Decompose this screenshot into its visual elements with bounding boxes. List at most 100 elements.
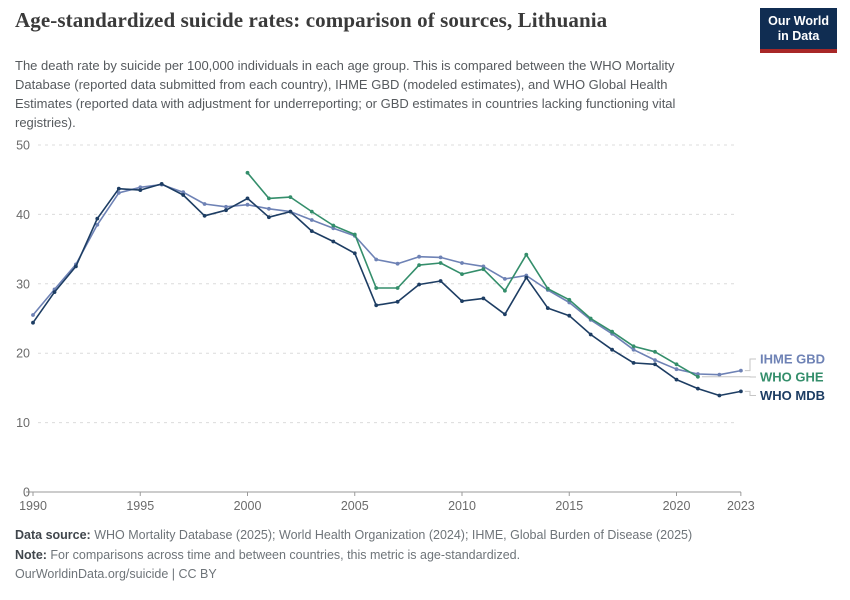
data-point-ihme-gbd-2007[interactable]	[395, 261, 400, 266]
data-point-who-mdb-2023[interactable]	[739, 389, 743, 394]
data-point-ihme-gbd-2018[interactable]	[631, 347, 636, 352]
data-point-ihme-gbd-2010[interactable]	[460, 261, 464, 265]
data-point-who-ghe-2008[interactable]	[417, 263, 421, 267]
data-point-who-mdb-1997[interactable]	[181, 193, 186, 197]
data-point-who-mdb-2018[interactable]	[631, 361, 636, 365]
data-point-ihme-gbd-1993[interactable]	[95, 222, 100, 227]
data-point-who-mdb-2008[interactable]	[417, 282, 421, 287]
data-point-who-mdb-2000[interactable]	[245, 196, 250, 201]
data-point-who-ghe-2021[interactable]	[696, 374, 700, 379]
chart-canvas[interactable]: 0 10 20 30 40 50 1990 1995 2000 2005 2010 2015 2020 2…	[0, 128, 850, 518]
data-point-who-ghe-2005[interactable]	[352, 232, 357, 237]
data-point-who-ghe-2003[interactable]	[309, 209, 314, 214]
data-point-who-mdb-2021[interactable]	[696, 386, 700, 391]
data-point-who-mdb-2015[interactable]	[567, 313, 572, 318]
data-point-ihme-gbd-2020[interactable]	[674, 367, 679, 372]
data-point-who-mdb-2017[interactable]	[610, 347, 614, 352]
data-point-who-ghe-2006[interactable]	[374, 286, 379, 290]
data-point-ihme-gbd-2006[interactable]	[374, 257, 379, 262]
series-line-who-ghe[interactable]	[246, 172, 699, 378]
data-point-ihme-gbd-1994[interactable]	[116, 191, 121, 195]
data-point-who-ghe-2014[interactable]	[545, 286, 550, 291]
data-point-who-mdb-2011[interactable]	[481, 296, 486, 301]
owid-logo-line2: in Data	[777, 29, 820, 43]
x-tick-label-2015: 2015	[555, 499, 583, 513]
legend-item-ihme-gbd[interactable]: IHME GBD	[760, 352, 825, 367]
series-who-mdb[interactable]	[31, 182, 743, 398]
data-point-ihme-gbd-2023[interactable]	[739, 368, 743, 373]
data-point-ihme-gbd-2021[interactable]	[696, 372, 700, 376]
x-tick-label-1995: 1995	[126, 499, 154, 513]
y-tick-label-20: 20	[16, 347, 30, 361]
data-point-who-mdb-1991[interactable]	[52, 290, 57, 294]
data-point-ihme-gbd-2019[interactable]	[653, 358, 657, 362]
legend-item-who-mdb[interactable]: WHO MDB	[760, 388, 825, 403]
data-point-who-mdb-1992[interactable]	[74, 264, 78, 269]
data-point-ihme-gbd-2011[interactable]	[481, 264, 486, 269]
data-point-who-ghe-2017[interactable]	[610, 329, 614, 334]
data-point-who-ghe-2012[interactable]	[503, 288, 507, 293]
data-point-ihme-gbd-2008[interactable]	[417, 254, 421, 259]
data-point-who-mdb-2004[interactable]	[331, 239, 336, 244]
data-point-who-mdb-2012[interactable]	[503, 312, 507, 317]
data-point-ihme-gbd-1999[interactable]	[224, 204, 228, 209]
data-point-who-mdb-2016[interactable]	[588, 332, 593, 337]
data-point-who-ghe-2018[interactable]	[631, 344, 636, 349]
data-point-ihme-gbd-2001[interactable]	[267, 206, 271, 211]
data-point-who-mdb-2019[interactable]	[653, 362, 657, 367]
data-point-who-mdb-2007[interactable]	[395, 299, 400, 304]
data-point-who-mdb-2005[interactable]	[352, 251, 357, 256]
data-point-who-ghe-2013[interactable]	[524, 252, 529, 257]
data-point-ihme-gbd-2022[interactable]	[717, 372, 722, 377]
series-line-ihme-gbd[interactable]	[32, 183, 742, 376]
legend-connector-who-mdb	[744, 390, 756, 396]
legend-item-who-ghe[interactable]: WHO GHE	[760, 370, 824, 385]
data-point-who-mdb-2022[interactable]	[717, 393, 722, 398]
data-point-who-mdb-2013[interactable]	[524, 275, 529, 280]
note-text: For comparisons across time and between …	[46, 547, 521, 562]
data-point-ihme-gbd-1990[interactable]	[31, 313, 35, 317]
data-point-who-ghe-2016[interactable]	[588, 316, 593, 321]
data-point-who-mdb-1999[interactable]	[224, 208, 228, 213]
data-point-who-mdb-2009[interactable]	[438, 279, 443, 283]
data-point-who-ghe-2002[interactable]	[288, 195, 293, 199]
data-point-who-ghe-2011[interactable]	[481, 267, 486, 272]
data-point-who-ghe-2000[interactable]	[245, 170, 250, 175]
data-point-who-ghe-2004[interactable]	[331, 223, 336, 228]
data-point-ihme-gbd-2012[interactable]	[503, 277, 507, 281]
data-point-who-ghe-2020[interactable]	[674, 362, 679, 367]
y-tick-label-50: 50	[16, 139, 30, 153]
data-point-who-mdb-2003[interactable]	[309, 229, 314, 233]
data-source-text: WHO Mortality Database (2025); World Hea…	[90, 528, 693, 542]
data-point-who-ghe-2015[interactable]	[567, 297, 572, 302]
data-point-who-mdb-1996[interactable]	[159, 182, 164, 186]
data-point-who-mdb-1993[interactable]	[95, 216, 100, 221]
series-line-who-mdb[interactable]	[32, 183, 742, 397]
data-point-ihme-gbd-2000[interactable]	[245, 202, 250, 207]
y-tick-label-30: 30	[16, 277, 30, 291]
data-point-who-mdb-2002[interactable]	[288, 209, 293, 214]
data-point-who-mdb-1995[interactable]	[138, 188, 143, 192]
data-point-who-ghe-2019[interactable]	[653, 349, 657, 354]
data-point-ihme-gbd-1995[interactable]	[138, 185, 143, 190]
series-who-ghe[interactable]	[245, 170, 700, 379]
data-point-ihme-gbd-1997[interactable]	[181, 190, 186, 195]
owid-logo-line1: Our World	[768, 14, 829, 28]
data-point-ihme-gbd-2003[interactable]	[309, 218, 314, 222]
data-point-who-ghe-2009[interactable]	[438, 261, 443, 265]
data-point-who-mdb-2014[interactable]	[545, 306, 550, 310]
data-point-ihme-gbd-1998[interactable]	[202, 202, 207, 206]
data-point-who-ghe-2010[interactable]	[460, 272, 464, 276]
data-point-who-mdb-1994[interactable]	[116, 186, 121, 191]
data-point-who-mdb-2020[interactable]	[674, 377, 679, 382]
data-point-who-mdb-2010[interactable]	[460, 299, 464, 303]
data-point-ihme-gbd-2004[interactable]	[331, 226, 336, 231]
owid-logo: Our World in Data	[760, 8, 837, 53]
data-point-who-mdb-1998[interactable]	[202, 213, 207, 218]
data-point-who-ghe-2001[interactable]	[267, 196, 271, 201]
data-point-who-ghe-2007[interactable]	[395, 286, 400, 290]
data-point-who-mdb-2001[interactable]	[267, 215, 271, 220]
data-point-who-mdb-2006[interactable]	[374, 303, 379, 308]
data-point-ihme-gbd-2009[interactable]	[438, 255, 443, 260]
data-point-who-mdb-1990[interactable]	[31, 320, 35, 325]
